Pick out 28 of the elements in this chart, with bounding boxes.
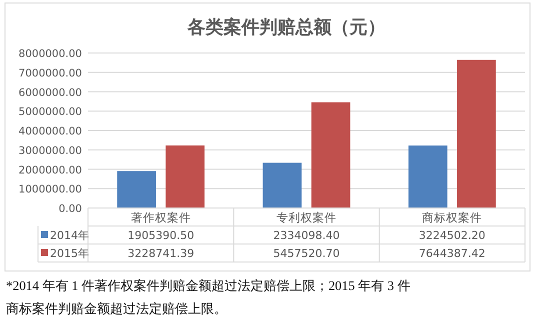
data-label: 3224502.20 xyxy=(418,229,486,242)
data-label: 1905390.50 xyxy=(128,229,194,242)
bar xyxy=(117,171,156,208)
text: *2014 年有 1 件著作权案件判赔金额超过法定赔偿上限；2015 年有 3 件商标案件判赔金额超过法定赔偿上限。 xyxy=(6,278,410,316)
y-tick-label: 2000000.00 xyxy=(18,164,82,176)
data-label: 2334098.40 xyxy=(273,229,340,242)
bar xyxy=(457,60,496,208)
x-tick-label: 商标权案件 xyxy=(422,210,482,224)
bar xyxy=(311,102,350,208)
chart-title: 各类案件判赔总额（元） xyxy=(186,17,386,38)
bar xyxy=(262,162,302,208)
y-tick-label: 4000000.00 xyxy=(18,126,82,138)
data-label: 7644387.42 xyxy=(418,247,486,260)
y-tick-label: 7000000.00 xyxy=(18,67,82,80)
bar xyxy=(166,145,205,208)
y-tick-label: 0.00 xyxy=(58,203,82,215)
legend-label: 2014年 xyxy=(50,229,89,242)
y-tick-label: 8000000.00 xyxy=(18,48,82,60)
x-tick-label: 著作权案件 xyxy=(130,210,191,224)
y-tick-label: 5000000.00 xyxy=(18,106,82,118)
y-tick-label: 6000000.00 xyxy=(18,86,82,99)
legend-label: 2015年 xyxy=(50,247,89,260)
data-label: 3228741.39 xyxy=(128,247,194,260)
y-tick-label: 1000000.00 xyxy=(18,184,82,196)
x-tick-label: 专利权案件 xyxy=(276,210,336,224)
bar xyxy=(408,146,448,208)
data-label: 5457520.70 xyxy=(273,247,340,260)
y-tick-label: 3000000.00 xyxy=(18,144,82,157)
